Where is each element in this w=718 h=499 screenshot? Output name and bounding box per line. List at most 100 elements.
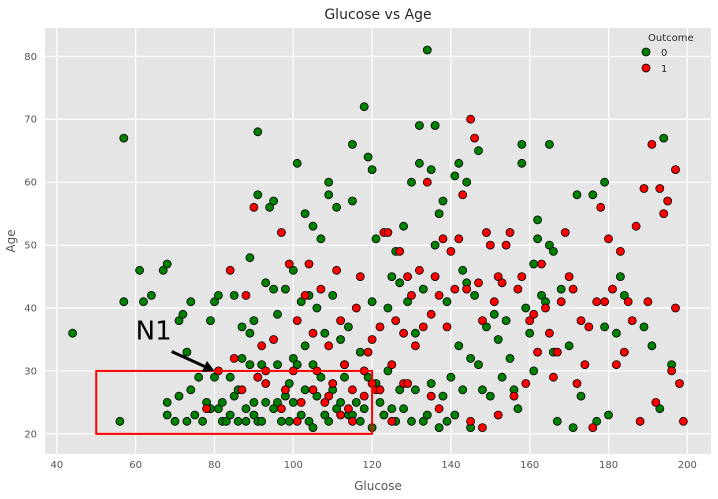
data-point-outcome-1: [324, 341, 334, 351]
data-point-outcome-0: [442, 297, 452, 307]
data-point-outcome-0: [414, 121, 424, 130]
data-point-outcome-1: [549, 372, 558, 382]
data-point-outcome-0: [174, 316, 184, 326]
data-point-outcome-1: [269, 335, 279, 344]
data-point-outcome-0: [454, 158, 464, 168]
data-point-outcome-0: [529, 259, 539, 269]
data-point-outcome-1: [414, 265, 424, 275]
data-point-outcome-0: [158, 265, 168, 275]
data-point-outcome-1: [296, 397, 306, 407]
data-point-outcome-1: [533, 347, 542, 357]
data-point-outcome-0: [537, 290, 546, 300]
data-point-outcome-1: [359, 391, 369, 401]
data-point-outcome-1: [509, 391, 519, 401]
data-point-outcome-1: [631, 221, 641, 231]
data-point-outcome-1: [600, 297, 609, 307]
data-point-outcome-0: [359, 404, 369, 414]
legend-label-0: 0: [661, 48, 667, 59]
data-point-outcome-0: [434, 209, 444, 219]
data-point-outcome-1: [316, 284, 326, 294]
data-point-outcome-0: [210, 297, 219, 307]
data-point-outcome-0: [403, 297, 413, 307]
data-point-outcome-0: [115, 416, 125, 426]
data-point-outcome-0: [450, 410, 460, 420]
data-point-outcome-0: [470, 290, 480, 300]
data-point-outcome-1: [454, 234, 464, 244]
data-point-outcome-0: [458, 385, 468, 395]
data-point-outcome-0: [438, 196, 448, 206]
data-point-outcome-0: [261, 397, 271, 407]
data-point-outcome-0: [655, 404, 665, 414]
data-point-outcome-0: [517, 139, 527, 149]
x-axis-label: Glucose: [354, 479, 402, 493]
data-point-outcome-1: [284, 259, 294, 269]
data-point-outcome-1: [418, 322, 428, 332]
data-point-outcome-1: [560, 228, 570, 237]
data-point-outcome-1: [395, 246, 405, 256]
data-point-outcome-1: [623, 297, 633, 307]
data-point-outcome-0: [296, 410, 306, 420]
data-point-outcome-1: [257, 341, 267, 351]
data-point-outcome-1: [572, 379, 582, 388]
data-point-outcome-1: [387, 360, 397, 370]
data-point-outcome-0: [481, 322, 491, 332]
data-point-outcome-0: [225, 410, 235, 420]
data-point-outcome-0: [245, 328, 255, 338]
annotation: N1: [95, 316, 374, 435]
data-point-outcome-1: [343, 404, 353, 414]
data-point-outcome-1: [576, 316, 586, 326]
data-point-outcome-1: [387, 416, 397, 426]
data-point-outcome-1: [351, 303, 361, 313]
data-point-outcome-0: [343, 322, 353, 332]
data-point-outcome-1: [545, 328, 554, 338]
data-point-outcome-0: [194, 372, 204, 382]
data-point-outcome-0: [367, 165, 377, 175]
data-point-outcome-0: [497, 372, 507, 382]
legend-marker-0: [641, 47, 651, 57]
data-point-outcome-0: [430, 240, 440, 250]
data-point-outcome-1: [320, 397, 330, 407]
data-point-outcome-1: [375, 322, 385, 332]
data-point-outcome-0: [533, 215, 542, 225]
data-point-outcome-0: [332, 404, 342, 414]
data-point-outcome-1: [485, 240, 495, 250]
data-point-outcome-0: [324, 416, 334, 426]
data-point-outcome-1: [355, 272, 365, 282]
data-point-outcome-1: [525, 316, 535, 326]
data-point-outcome-0: [529, 366, 539, 376]
data-point-outcome-0: [213, 404, 223, 414]
data-point-outcome-0: [269, 196, 279, 206]
data-point-outcome-0: [462, 177, 472, 187]
data-point-outcome-0: [225, 372, 235, 382]
legend-marker-1: [641, 63, 651, 73]
data-point-outcome-1: [276, 228, 286, 237]
x-tick-label: 180: [599, 460, 618, 471]
data-point-outcome-0: [229, 290, 239, 300]
data-point-outcome-0: [639, 322, 649, 332]
data-point-outcome-1: [643, 297, 653, 307]
data-point-outcome-0: [572, 190, 582, 200]
data-point-outcome-0: [300, 385, 310, 395]
data-point-outcome-1: [450, 284, 460, 294]
data-point-outcome-1: [619, 347, 629, 357]
data-point-outcome-1: [383, 228, 393, 237]
data-point-outcome-0: [300, 341, 310, 351]
data-point-outcome-1: [426, 391, 436, 401]
data-point-outcome-1: [667, 366, 676, 376]
data-point-outcome-1: [608, 284, 617, 294]
x-tick-label: 60: [129, 460, 142, 471]
data-point-outcome-1: [276, 404, 286, 414]
data-point-outcome-0: [513, 404, 523, 414]
data-point-outcome-0: [493, 335, 503, 344]
data-point-outcome-1: [375, 385, 385, 395]
data-point-outcome-1: [347, 385, 357, 395]
data-point-outcome-1: [627, 316, 637, 326]
data-point-outcome-0: [312, 303, 322, 313]
data-point-outcome-1: [249, 202, 259, 212]
data-point-outcome-0: [367, 297, 377, 307]
data-point-outcome-1: [347, 416, 357, 426]
data-point-outcome-1: [675, 379, 684, 388]
data-point-outcome-0: [308, 360, 318, 370]
x-tick-label: 140: [441, 460, 460, 471]
